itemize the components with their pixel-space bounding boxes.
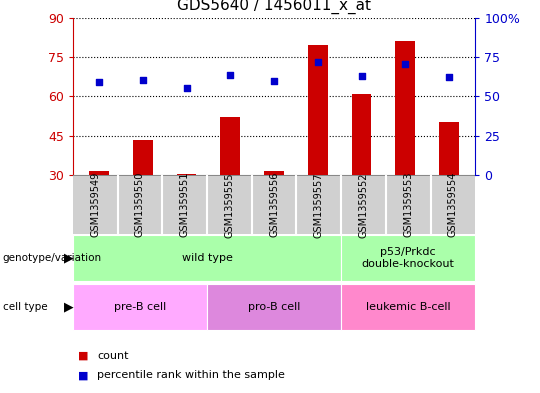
Point bbox=[95, 79, 104, 85]
Bar bbox=[220, 117, 240, 175]
Text: percentile rank within the sample: percentile rank within the sample bbox=[97, 370, 285, 380]
Text: GSM1359549: GSM1359549 bbox=[90, 172, 100, 237]
Bar bbox=[352, 94, 372, 175]
Bar bbox=[264, 171, 284, 175]
Text: GSM1359554: GSM1359554 bbox=[448, 172, 458, 237]
Point bbox=[226, 72, 235, 78]
Point bbox=[139, 77, 147, 83]
Text: GSM1359552: GSM1359552 bbox=[359, 172, 368, 237]
Text: ▶: ▶ bbox=[64, 300, 74, 314]
Text: wild type: wild type bbox=[181, 253, 232, 263]
Text: GSM1359553: GSM1359553 bbox=[403, 172, 413, 237]
Bar bbox=[177, 174, 197, 175]
Title: GDS5640 / 1456011_x_at: GDS5640 / 1456011_x_at bbox=[177, 0, 371, 13]
Point bbox=[270, 78, 279, 84]
Bar bbox=[439, 123, 459, 175]
Text: genotype/variation: genotype/variation bbox=[3, 253, 102, 263]
Text: count: count bbox=[97, 351, 129, 361]
Text: GSM1359551: GSM1359551 bbox=[180, 172, 190, 237]
Bar bbox=[89, 171, 109, 175]
Text: pre-B cell: pre-B cell bbox=[114, 302, 166, 312]
Text: GSM1359557: GSM1359557 bbox=[314, 172, 324, 237]
Text: pro-B cell: pro-B cell bbox=[248, 302, 300, 312]
Text: ■: ■ bbox=[78, 370, 89, 380]
Text: p53/Prkdc
double-knockout: p53/Prkdc double-knockout bbox=[362, 247, 455, 268]
Point bbox=[357, 73, 366, 79]
Point bbox=[444, 73, 453, 80]
Bar bbox=[395, 41, 415, 175]
Text: GSM1359555: GSM1359555 bbox=[224, 172, 234, 237]
Point bbox=[313, 59, 322, 66]
Text: GSM1359556: GSM1359556 bbox=[269, 172, 279, 237]
Point bbox=[183, 85, 191, 92]
Text: ▶: ▶ bbox=[64, 251, 74, 264]
Point bbox=[401, 61, 409, 67]
Text: ■: ■ bbox=[78, 351, 89, 361]
Bar bbox=[308, 45, 328, 175]
Text: cell type: cell type bbox=[3, 302, 48, 312]
Text: GSM1359550: GSM1359550 bbox=[135, 172, 145, 237]
Text: leukemic B-cell: leukemic B-cell bbox=[366, 302, 450, 312]
Bar bbox=[133, 140, 153, 175]
